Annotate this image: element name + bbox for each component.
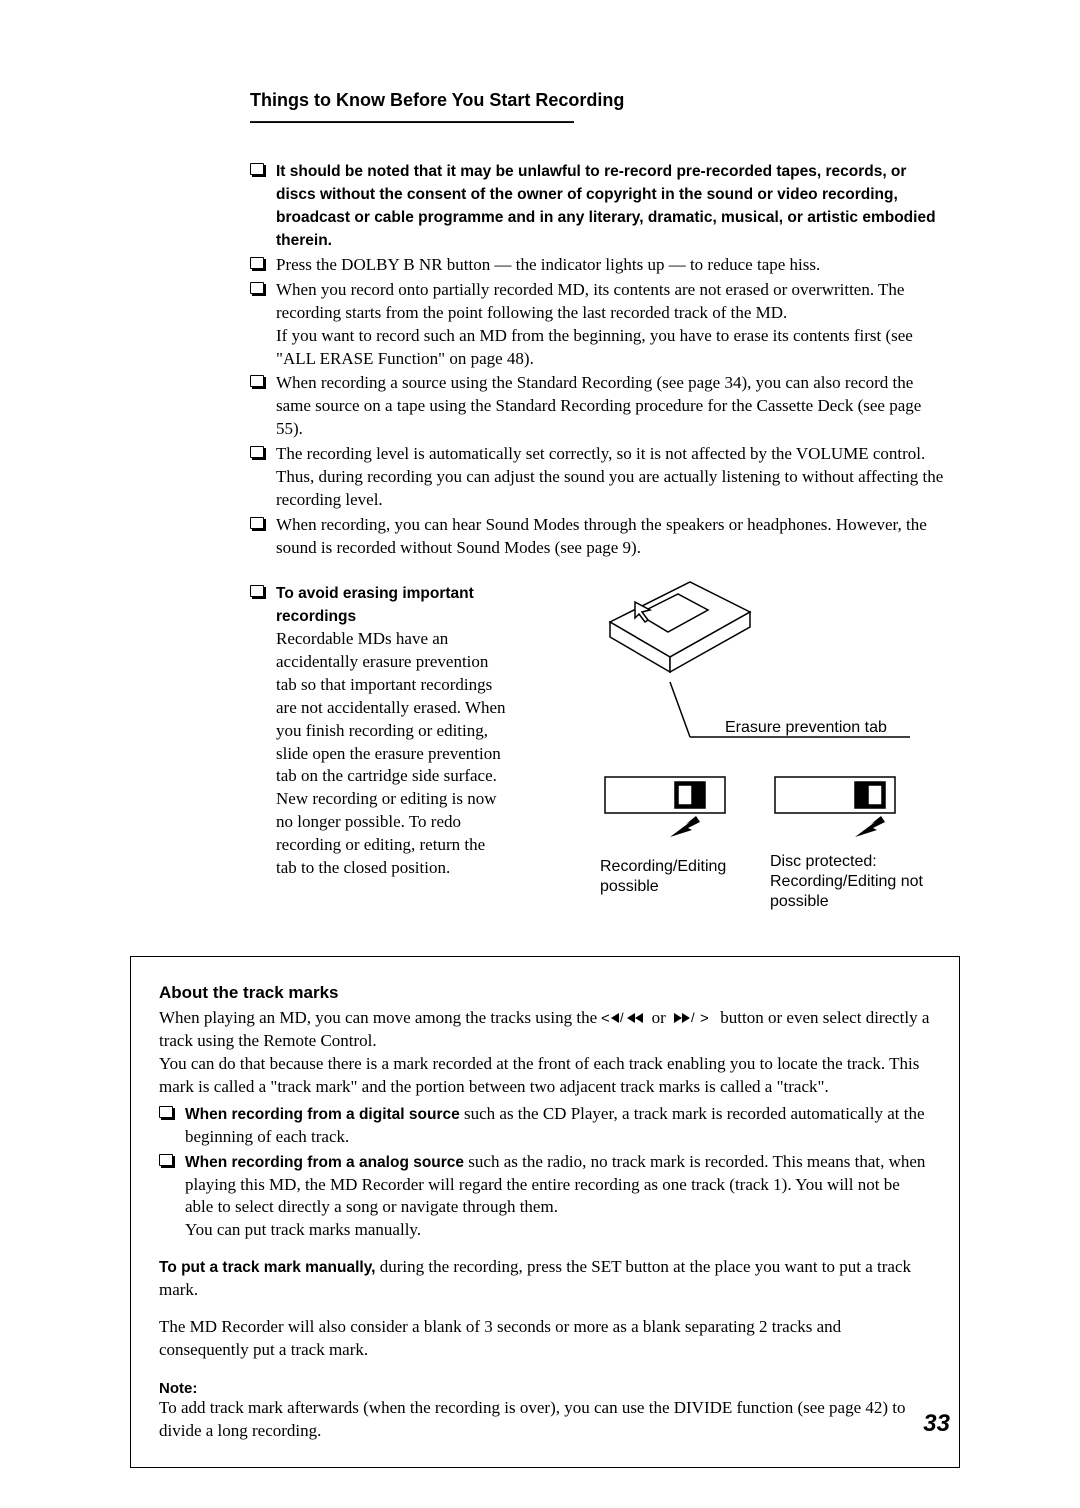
bullet-icon: [159, 1106, 173, 1118]
cartridge-closed-label: Recording/Editing possible: [600, 857, 750, 897]
bullet-item: It should be noted that it may be unlawf…: [250, 160, 950, 252]
bullet-item: When recording, you can hear Sound Modes…: [250, 514, 950, 560]
intro1-pre: When playing an MD, you can move among t…: [159, 1008, 601, 1027]
erasure-text-column: To avoid erasing important recordings Re…: [250, 582, 510, 922]
erasure-tab-label: Erasure prevention tab: [725, 719, 887, 737]
cartridge-open-icon: [770, 772, 900, 842]
bullet-item: When recording from a analog source such…: [159, 1151, 931, 1243]
erasure-body: Recordable MDs have an accidentally eras…: [276, 628, 510, 880]
erasure-heading: To avoid erasing important recordings: [276, 585, 474, 625]
page-number: 33: [923, 1410, 950, 1438]
bullet-icon: [159, 1154, 173, 1166]
track-marks-intro2: You can do that because there is a mark …: [159, 1053, 931, 1099]
track-marks-box: About the track marks When playing an MD…: [130, 956, 960, 1468]
svg-text:/: /: [620, 1011, 624, 1025]
document-page: Things to Know Before You Start Recordin…: [0, 0, 1080, 1508]
bullet-icon: [250, 375, 264, 387]
bullet-icon: [250, 163, 264, 175]
callout-line-icon: [540, 582, 920, 782]
svg-text:/: /: [691, 1011, 695, 1025]
bullet-item: Press the DOLBY B NR button — the indica…: [250, 254, 950, 277]
bullet-icon: [250, 282, 264, 294]
cartridge-open-label: Disc protected: Recording/Editing not po…: [770, 852, 940, 912]
manual-lead: To put a track mark manually,: [159, 1259, 376, 1276]
bullet-item: To avoid erasing important recordings Re…: [250, 582, 510, 880]
bullet-text: Press the DOLBY B NR button — the indica…: [276, 255, 820, 274]
track-marks-intro1: When playing an MD, you can move among t…: [159, 1007, 931, 1053]
bullet-item: When recording from a digital source suc…: [159, 1103, 931, 1149]
bullet-text: The recording level is automatically set…: [276, 444, 943, 509]
blank-para: The MD Recorder will also consider a bla…: [159, 1316, 931, 1362]
bullet-text: When you record onto partially recorded …: [276, 280, 913, 368]
bullet-lead: When recording from a digital source: [185, 1106, 460, 1123]
note-body: To add track mark afterwards (when the r…: [159, 1397, 931, 1443]
section-title: Things to Know Before You Start Recordin…: [250, 90, 950, 132]
note-label: Note:: [159, 1380, 931, 1397]
bullet-lead: When recording from a analog source: [185, 1154, 464, 1171]
bullet-item: When recording a source using the Standa…: [250, 372, 950, 441]
cartridge-closed-icon: [600, 772, 730, 842]
bullet-item: When you record onto partially recorded …: [250, 279, 950, 371]
erasure-diagram-column: Erasure prevention tab: [540, 582, 950, 922]
bullet-text: When recording, you can hear Sound Modes…: [276, 515, 927, 557]
bullet-icon: [250, 446, 264, 458]
forward-icon: / >: [670, 1011, 716, 1025]
track-marks-heading: About the track marks: [159, 983, 931, 1003]
erasure-section: To avoid erasing important recordings Re…: [250, 582, 950, 922]
or-label: or: [652, 1008, 670, 1027]
bullet-item: The recording level is automatically set…: [250, 443, 950, 512]
svg-text:>: >: [700, 1011, 709, 1025]
svg-text:<: <: [601, 1011, 610, 1025]
bullet-icon: [250, 257, 264, 269]
md-disc-diagram: Erasure prevention tab: [540, 582, 950, 922]
bullet-text: It should be noted that it may be unlawf…: [276, 163, 936, 249]
bullet-text: When recording a source using the Standa…: [276, 373, 921, 438]
track-marks-bullets: When recording from a digital source suc…: [159, 1103, 931, 1243]
manual-track-mark: To put a track mark manually, during the…: [159, 1256, 931, 1302]
main-bullet-list: It should be noted that it may be unlawf…: [250, 160, 950, 560]
rewind-icon: < /: [601, 1011, 647, 1025]
bullet-icon: [250, 517, 264, 529]
bullet-icon: [250, 585, 264, 597]
